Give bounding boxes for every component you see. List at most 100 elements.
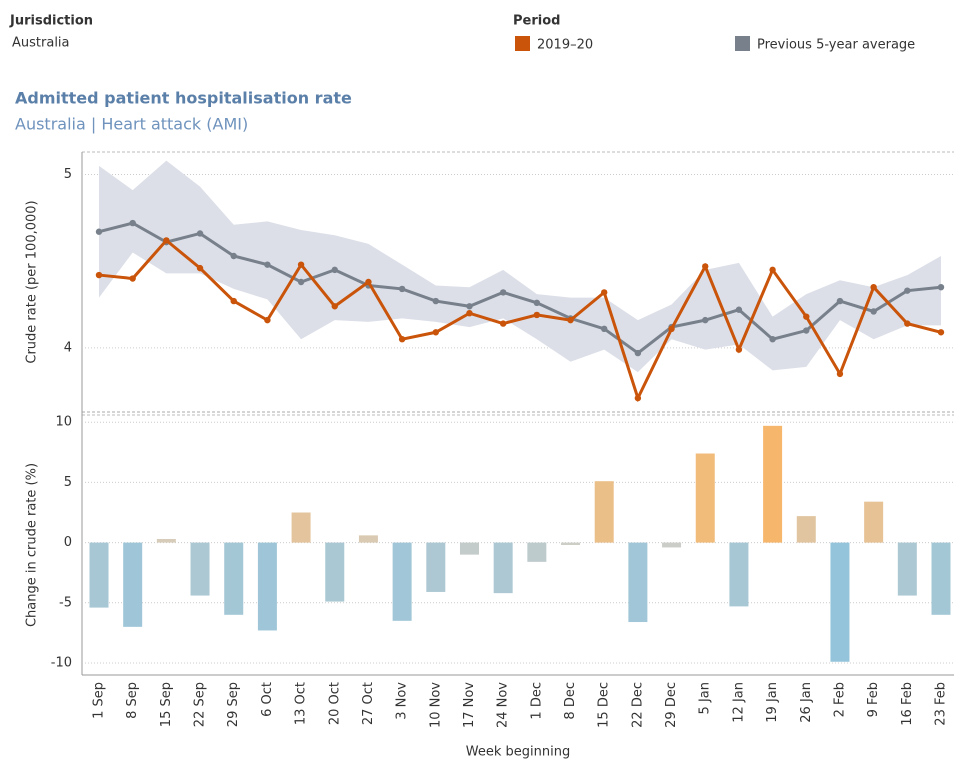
- x-tick-label: 9 Feb: [866, 682, 881, 717]
- point: [297, 261, 305, 268]
- bar: [864, 501, 884, 543]
- point: [499, 320, 507, 327]
- x-tick-label: 15 Sep: [159, 682, 174, 727]
- x-tick-label: 2 Feb: [832, 682, 847, 717]
- bar: [729, 542, 749, 607]
- point: [432, 297, 439, 305]
- point: [432, 329, 439, 336]
- x-tick-label: 16 Feb: [900, 682, 915, 726]
- bar: [426, 542, 446, 592]
- y-axis-title: Change in crude rate (%): [25, 463, 40, 627]
- point: [567, 316, 574, 324]
- x-tick-label: 13 Oct: [294, 682, 309, 725]
- range-band: [99, 160, 941, 373]
- legend-swatch: [515, 36, 530, 51]
- point: [95, 271, 103, 279]
- point: [904, 320, 911, 327]
- bar: [89, 542, 109, 608]
- bar: [190, 542, 210, 596]
- point: [466, 303, 473, 310]
- point: [634, 349, 642, 357]
- x-tick-label: 27 Oct: [361, 682, 376, 725]
- bar: [493, 542, 513, 594]
- bar: [897, 542, 917, 596]
- bar: [358, 535, 378, 543]
- point: [735, 306, 743, 313]
- point: [904, 287, 911, 294]
- point: [634, 394, 642, 402]
- point: [129, 275, 136, 282]
- point: [297, 278, 305, 286]
- point: [803, 327, 810, 334]
- point: [264, 261, 271, 268]
- x-axis-title: Week beginning: [466, 745, 570, 760]
- x-tick-label: 29 Dec: [664, 682, 679, 728]
- point: [702, 263, 709, 270]
- x-tick-label: 22 Dec: [630, 682, 645, 728]
- point: [735, 346, 743, 353]
- x-tick-label: 23 Feb: [934, 682, 949, 726]
- bar: [459, 542, 479, 555]
- y-tick-label: -10: [51, 655, 72, 670]
- x-tick-label: 8 Dec: [563, 682, 578, 720]
- bar: [931, 542, 951, 615]
- point: [163, 237, 170, 244]
- point: [398, 336, 406, 343]
- x-tick-label: 12 Jan: [731, 682, 746, 723]
- y-tick-label: -5: [59, 595, 72, 610]
- point: [533, 299, 541, 306]
- legend-label: Previous 5-year average: [757, 38, 915, 53]
- point: [870, 308, 877, 315]
- bar: [392, 542, 412, 621]
- point: [533, 311, 541, 319]
- x-tick-label: 3 Nov: [395, 682, 410, 720]
- point: [769, 266, 776, 274]
- point: [937, 284, 945, 291]
- x-tick-label: 8 Sep: [125, 682, 140, 719]
- point: [331, 303, 338, 310]
- y-tick-label: 5: [64, 167, 72, 182]
- point: [331, 266, 338, 274]
- bar: [662, 542, 682, 548]
- bar: [796, 516, 816, 543]
- filter-value[interactable]: Australia: [12, 36, 70, 51]
- x-tick-label: 10 Nov: [428, 682, 443, 728]
- point: [601, 325, 608, 332]
- point: [601, 289, 608, 296]
- series-line: [98, 221, 942, 355]
- legend-swatch: [735, 36, 750, 51]
- point: [870, 284, 877, 291]
- bar: [224, 542, 244, 615]
- y-tick-label: 0: [64, 535, 72, 550]
- bar: [763, 425, 783, 543]
- legend-label: 2019–20: [537, 38, 593, 53]
- bar: [123, 542, 143, 627]
- filter-label: Jurisdiction: [9, 14, 93, 29]
- point: [836, 297, 844, 305]
- bar: [628, 542, 648, 623]
- bar: [594, 481, 614, 543]
- bar: [695, 453, 715, 543]
- point: [803, 313, 810, 320]
- x-tick-label: 17 Nov: [462, 682, 477, 728]
- point: [95, 228, 103, 235]
- bar: [156, 538, 176, 543]
- point: [365, 278, 372, 286]
- x-tick-label: 26 Jan: [799, 682, 814, 723]
- series-line: [98, 238, 942, 403]
- y-tick-label: 4: [64, 340, 72, 355]
- point: [129, 219, 136, 227]
- point: [398, 285, 406, 293]
- x-tick-label: 15 Dec: [597, 682, 612, 728]
- x-tick-label: 1 Sep: [92, 682, 107, 719]
- point: [196, 230, 204, 237]
- x-tick-label: 6 Oct: [260, 682, 275, 717]
- point: [230, 252, 237, 260]
- x-tick-label: 20 Oct: [327, 682, 342, 725]
- bar: [325, 542, 345, 602]
- chart-title: Admitted patient hospitalisation rate: [15, 89, 352, 108]
- bar: [527, 542, 547, 562]
- x-tick-label: 1 Dec: [529, 682, 544, 720]
